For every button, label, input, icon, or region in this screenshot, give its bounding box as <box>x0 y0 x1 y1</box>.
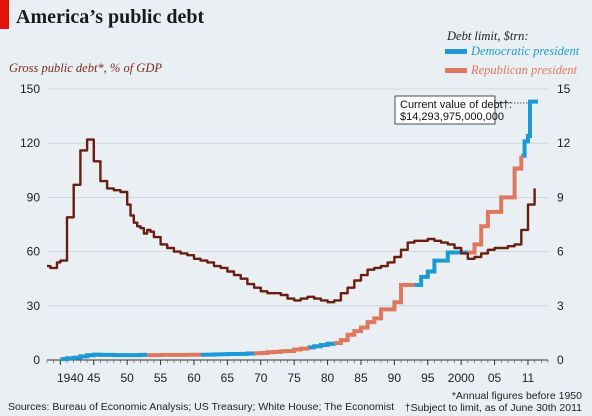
debt-limit-republican-segment <box>467 155 524 255</box>
x-tick-label: 05 <box>488 371 502 385</box>
y-left-tick-label: 60 <box>27 245 41 259</box>
debt-limit-lines <box>60 99 538 362</box>
right-axis-ticks: 0 3 6 9 12 15 <box>557 82 571 367</box>
gridlines <box>47 88 548 361</box>
legend-democratic-label: Democratic president <box>471 44 580 58</box>
x-tick-label: 95 <box>421 371 435 385</box>
debt-limit-republican-segment <box>334 283 415 345</box>
current-debt-annotation: Current value of debt†: $14,293,975,000,… <box>394 95 528 125</box>
annual-footnote: *Annual figures before 1950 <box>451 390 582 402</box>
left-axis-ticks: 0 30 60 90 120 150 <box>20 82 40 367</box>
debt-limit-democratic-segment <box>414 250 468 287</box>
left-axis-label: Gross public debt*, % of GDP <box>9 61 162 75</box>
y-right-tick-label: 15 <box>557 82 571 96</box>
legend-democratic-swatch <box>445 48 467 54</box>
y-left-tick-label: 150 <box>20 82 40 96</box>
debt-limit-democratic-segment <box>60 352 148 362</box>
x-tick-label: 85 <box>354 371 368 385</box>
y-right-tick-label: 9 <box>557 190 564 204</box>
limit-footnote: †Subject to limit, as of June 30th 2011 <box>404 402 582 414</box>
x-tick-label: 55 <box>154 371 168 385</box>
debt-limit-democratic-segment <box>307 341 337 350</box>
legend-republican: Republican president <box>445 63 577 78</box>
y-right-tick-label: 0 <box>557 353 564 367</box>
brand-accent-bar <box>0 0 9 29</box>
x-tick-label: 45 <box>87 371 101 385</box>
x-tick-label: 1940 <box>57 371 84 385</box>
y-left-tick-label: 90 <box>27 190 41 204</box>
gdp-line-group <box>47 138 536 304</box>
x-tick-label: 75 <box>287 371 301 385</box>
y-right-tick-label: 6 <box>557 245 564 259</box>
annotation-line2: $14,293,975,000,000 <box>400 111 504 123</box>
x-tick-label: 11 <box>522 371 535 385</box>
sources-note: Sources: Bureau of Economic Analysis; US… <box>8 401 395 413</box>
debt-limit-republican-segment <box>254 346 310 356</box>
x-tick-label: 70 <box>254 371 268 385</box>
x-tick-label: 60 <box>187 371 201 385</box>
y-left-tick-label: 30 <box>27 299 41 313</box>
legend-democratic: Democratic president <box>445 44 579 59</box>
gdp-debt-line <box>47 138 536 304</box>
debt-limit-democratic-segment <box>200 351 257 357</box>
chart-title: America’s public debt <box>16 6 205 28</box>
legend-republican-label: Republican president <box>471 63 578 77</box>
y-right-tick-label: 3 <box>557 299 564 313</box>
y-left-tick-label: 120 <box>20 136 40 150</box>
x-axis: 1940 45 50 55 60 65 70 75 80 85 90 95 2000 05 11 <box>46 360 549 385</box>
right-axis-label: Debt limit, $trn: <box>447 29 529 43</box>
y-right-tick-label: 12 <box>557 136 571 150</box>
y-left-tick-label: 0 <box>33 353 40 367</box>
x-tick-label: 50 <box>120 371 134 385</box>
annotation-line1: Current value of debt†: <box>400 99 512 111</box>
x-tick-label: 90 <box>388 371 402 385</box>
debt-limit-democratic-segment <box>521 99 538 158</box>
x-tick-label: 80 <box>321 371 335 385</box>
x-tick-label: 65 <box>221 371 235 385</box>
legend-republican-swatch <box>445 67 467 73</box>
annotation-box <box>394 95 496 125</box>
x-tick-label: 2000 <box>448 371 475 385</box>
